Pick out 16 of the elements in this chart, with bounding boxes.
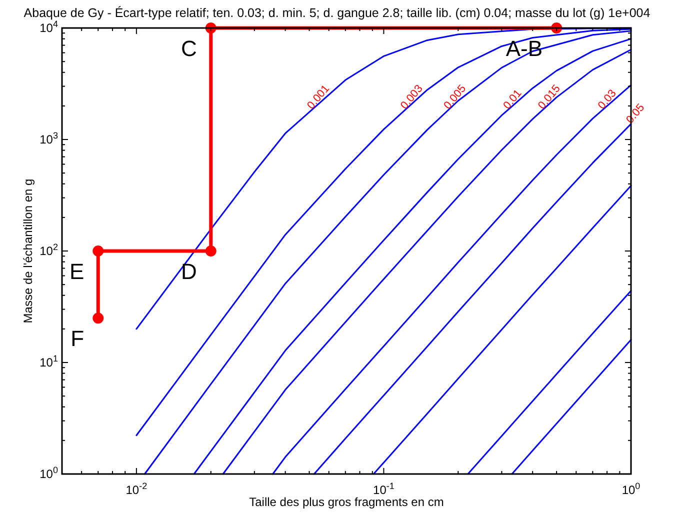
x-tick-label: 10$^{-2}$ — [126, 481, 148, 497]
y-tick-label: 10$^{3}$ — [40, 130, 58, 146]
annotation: D — [180, 259, 197, 284]
annotation: E — [69, 259, 84, 284]
y-tick-label: 10$^{4}$ — [40, 19, 58, 35]
annotation: F — [70, 326, 84, 352]
x-axis-title: Taille des plus gros fragments en cm — [249, 495, 444, 509]
y-axis-title: Masse de l'échantillon en g — [21, 178, 35, 324]
annotation: C — [180, 36, 197, 61]
text: 0.01 — [501, 88, 524, 112]
chart-title: Abaque de Gy - Écart-type relatif; ten. 0.03; d. min. 5; d. gangue 2.8; taille lib. (cm) 0.04; masse du lot (g) 1e+004 — [24, 6, 650, 20]
y-tick-label: 10$^{2}$ — [40, 242, 58, 258]
y-tick-label: 10$^{1}$ — [40, 354, 58, 370]
y-tick-label: 10$^{0}$ — [40, 465, 58, 481]
x-tick-label: 10$^{-1}$ — [373, 481, 394, 497]
x-tick-label: 10$^{0}$ — [622, 481, 640, 497]
